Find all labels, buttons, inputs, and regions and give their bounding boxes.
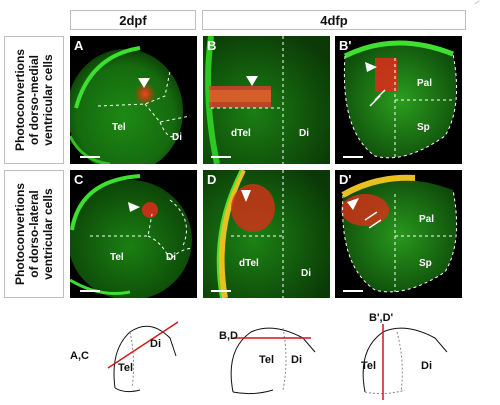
row-label-dorso-lateral-text: Photoconvertions of dorso-lateral ventri… [13, 183, 55, 286]
panel-b-scale-bar [211, 156, 231, 158]
panel-d-scale-bar [211, 290, 231, 292]
panel-d-prime-region-sp: Sp [419, 258, 432, 269]
schematic-ac-drawing [107, 321, 179, 393]
panel-c-label: C [74, 172, 84, 187]
panel-b-prime-image [343, 40, 458, 159]
panel-b-region-dtel: dTel [231, 128, 251, 139]
schematic-bd-region-di: Di [291, 354, 302, 366]
panel-b-prime: B' Pal Sp [335, 36, 462, 164]
row-label-dorso-lateral: Photoconvertions of dorso-lateral ventri… [4, 170, 64, 298]
panel-b-region-di: Di [299, 128, 309, 139]
schematic-ac: A,C Tel Di [70, 310, 196, 400]
panel-b: B dTel Di [203, 36, 330, 164]
panel-b-image [203, 36, 330, 164]
panel-a-region-tel: Tel [112, 122, 126, 133]
schematic-bd-prime-drawing [362, 324, 448, 400]
panel-d-image [203, 170, 330, 298]
schematic-bd-prime-cut-label: B',D' [369, 312, 394, 324]
schematic-bd-prime: B',D' Tel Di [335, 310, 462, 400]
panel-c-region-tel: Tel [110, 252, 124, 263]
panel-a: A Tel Di [70, 36, 197, 164]
panel-d-region-dtel: dTel [239, 258, 259, 269]
row-label-dorso-medial: Photoconvertions of dorso-medial ventric… [4, 36, 64, 164]
panel-d-prime: D' Pal Sp [335, 170, 462, 298]
panel-d-region-di: Di [301, 268, 311, 279]
schematic-bd-prime-region-di: Di [421, 360, 432, 372]
schematic-bd-cut-label: B,D [219, 330, 238, 342]
schematic-ac-cut-label: A,C [70, 350, 89, 362]
panel-d-prime-image [341, 174, 458, 293]
panel-b-prime-label: B' [339, 38, 352, 53]
schematic-ac-region-tel: Tel [118, 362, 134, 374]
schematic-bd-prime-region-tel: Tel [361, 360, 377, 372]
column-header-2dpf: 2dpf [70, 10, 196, 30]
corner-mark [474, 0, 480, 5]
panel-c: C Tel Di [70, 170, 197, 298]
schematic-bd: B,D Tel Di [203, 310, 330, 400]
column-header-4dfp: 4dfp [202, 10, 466, 30]
schematic-bd-region-tel: Tel [259, 354, 275, 366]
panel-b-prime-scale-bar [343, 156, 363, 158]
panel-d-label: D [207, 172, 217, 187]
panel-b-prime-region-pal: Pal [417, 78, 433, 89]
panel-d-prime-scale-bar [343, 290, 363, 292]
panel-c-scale-bar [80, 290, 100, 292]
panel-a-region-di: Di [172, 132, 182, 143]
panel-b-prime-region-sp: Sp [417, 122, 430, 133]
panel-b-label: B [207, 38, 217, 53]
panel-c-image [70, 174, 193, 298]
panel-c-region-di: Di [166, 252, 176, 263]
panel-d-prime-label: D' [339, 172, 352, 187]
panel-d-prime-region-pal: Pal [419, 214, 435, 225]
row-label-dorso-medial-text: Photoconvertions of dorso-medial ventric… [13, 49, 55, 152]
panel-a-image [70, 46, 191, 164]
panel-d: D dTel Di [203, 170, 330, 298]
schematic-bd-drawing [230, 327, 316, 395]
panel-a-label: A [74, 38, 84, 53]
schematic-ac-region-di: Di [150, 338, 161, 350]
panel-a-scale-bar [80, 156, 100, 158]
